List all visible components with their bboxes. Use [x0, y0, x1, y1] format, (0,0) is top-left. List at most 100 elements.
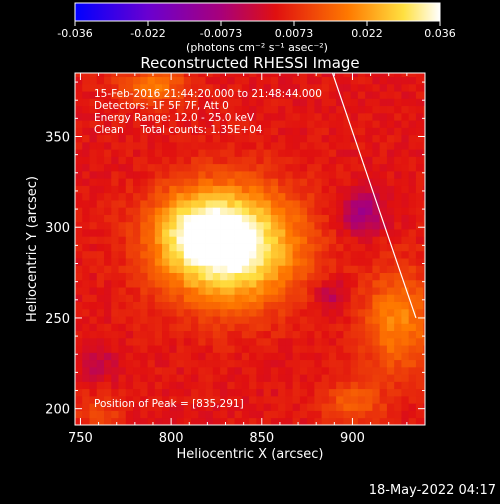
heatmap-cell	[386, 243, 395, 252]
heatmap-cell	[118, 272, 127, 281]
heatmap-cell	[263, 229, 272, 237]
heatmap-cell	[394, 76, 402, 85]
heatmap-cell	[111, 141, 119, 150]
heatmap-cell	[75, 214, 83, 223]
heatmap-cell	[125, 141, 134, 150]
heatmap-cell	[75, 388, 83, 397]
heatmap-cell	[394, 112, 402, 121]
heatmap-cell	[423, 185, 425, 194]
heatmap-cell	[198, 316, 206, 324]
heatmap-cell	[365, 214, 373, 223]
heatmap-cell	[75, 185, 83, 194]
heatmap-cell	[386, 73, 395, 78]
heatmap-cell	[234, 287, 243, 295]
heatmap-cell	[423, 301, 425, 310]
heatmap-cell	[415, 301, 424, 310]
heatmap-cell	[234, 112, 243, 121]
heatmap-cell	[350, 279, 359, 288]
heatmap-cell	[118, 243, 127, 252]
heatmap-cell	[423, 192, 425, 201]
heatmap-cell	[75, 374, 83, 382]
heatmap-cell	[263, 359, 272, 368]
heatmap-cell	[423, 200, 425, 208]
heatmap-cell	[386, 91, 395, 99]
heatmap-cell	[162, 127, 170, 136]
heatmap-cell	[96, 149, 105, 157]
heatmap-cell	[96, 381, 105, 390]
heatmap-cell	[336, 98, 344, 107]
heatmap-cell	[183, 98, 192, 107]
heatmap-cell	[314, 366, 323, 375]
heatmap-cell	[278, 112, 286, 121]
heatmap-cell	[278, 214, 286, 223]
heatmap-cell	[227, 127, 235, 136]
heatmap-cell	[379, 207, 388, 215]
heatmap-cell	[256, 185, 264, 194]
heatmap-cell	[198, 200, 206, 208]
heatmap-cell	[125, 192, 134, 201]
heatmap-cell	[249, 156, 257, 165]
heatmap-cell	[379, 134, 388, 143]
heatmap-cell	[314, 294, 323, 303]
heatmap-cell	[394, 337, 402, 346]
heatmap-cell	[191, 214, 199, 223]
heatmap-cell	[307, 301, 315, 310]
heatmap-cell	[162, 330, 170, 339]
heatmap-cell	[133, 345, 141, 353]
heatmap-cell	[328, 170, 337, 179]
heatmap-cell	[176, 272, 185, 281]
colorbar-ticks: -0.036 -0.022 -0.0073 0.0073 0.022 0.036	[57, 21, 456, 40]
heatmap-cell	[357, 301, 366, 310]
heatmap-cell	[423, 170, 425, 179]
heatmap-cell	[118, 76, 127, 85]
heatmap-cell	[234, 229, 243, 237]
heatmap-cell	[104, 272, 112, 281]
heatmap-cell	[111, 359, 119, 368]
heatmap-cell	[183, 316, 192, 324]
heatmap-cell	[162, 410, 170, 419]
heatmap-cell	[270, 221, 279, 230]
heatmap-cell	[205, 308, 214, 317]
heatmap-cell	[401, 243, 410, 252]
heatmap-cell	[249, 207, 257, 215]
heatmap-cell	[343, 243, 352, 252]
heatmap-cell	[270, 112, 279, 121]
heatmap-cell	[307, 76, 315, 85]
heatmap-cell	[205, 185, 214, 194]
heatmap-cell	[249, 381, 257, 390]
heatmap-cell	[162, 301, 170, 310]
heatmap-cell	[394, 170, 402, 179]
heatmap-cell	[125, 156, 134, 165]
heatmap-cell	[386, 345, 395, 353]
heatmap-cell	[401, 337, 410, 346]
heatmap-cell	[307, 265, 315, 273]
heatmap-cell	[82, 287, 90, 295]
heatmap-cell	[401, 410, 410, 419]
heatmap-cell	[321, 163, 330, 172]
heatmap-cell	[89, 395, 98, 404]
heatmap-cell	[357, 98, 366, 107]
heatmap-cell	[415, 170, 424, 179]
heatmap-cell	[379, 200, 388, 208]
heatmap-cell	[82, 192, 90, 201]
heatmap-cell	[75, 345, 83, 353]
heatmap-cell	[140, 308, 148, 317]
heatmap-cell	[191, 141, 199, 150]
heatmap-cell	[82, 120, 90, 128]
heatmap-cell	[212, 359, 221, 368]
heatmap-cell	[104, 73, 112, 78]
heatmap-cell	[176, 301, 185, 310]
heatmap-cell	[263, 149, 272, 157]
heatmap-cell	[118, 134, 127, 143]
heatmap-cell	[394, 258, 402, 266]
heatmap-cell	[75, 200, 83, 208]
heatmap-cell	[365, 279, 373, 288]
heatmap-cell	[154, 221, 163, 230]
heatmap-cell	[372, 98, 381, 107]
heatmap-cell	[365, 229, 373, 237]
heatmap-cell	[191, 272, 199, 281]
heatmap-cell	[263, 337, 272, 346]
heatmap-cell	[299, 127, 308, 136]
heatmap-cell	[256, 163, 264, 172]
heatmap-cell	[198, 250, 206, 259]
